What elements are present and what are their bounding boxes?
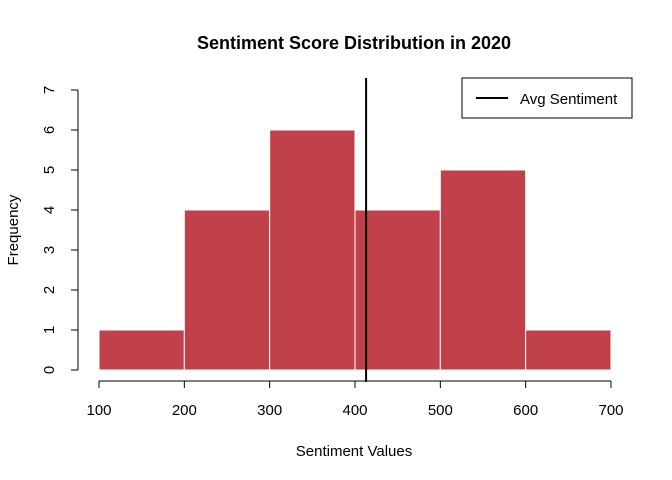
legend: Avg Sentiment	[461, 77, 633, 119]
y-tick-label-0: 0	[41, 366, 58, 374]
y-tick-label-3: 3	[41, 246, 58, 254]
y-tick-label-5: 5	[41, 166, 58, 174]
x-tick-label-4: 500	[428, 402, 453, 419]
y-tick-label-2: 2	[41, 286, 58, 294]
bars-group	[98, 129, 612, 371]
y-tick-label-7: 7	[41, 86, 58, 94]
x-tick-label-3: 400	[342, 402, 367, 419]
x-tick-label-6: 700	[598, 402, 623, 419]
y-axis-label: Frequency	[5, 194, 22, 265]
y-tick-label-6: 6	[41, 126, 58, 134]
histogram-bar-4	[439, 169, 527, 371]
histogram-bar-5	[525, 329, 612, 371]
histogram-bar-0	[98, 329, 185, 371]
y-tick-label-1: 1	[41, 326, 58, 334]
y-axis: 0 1 2 3 4 5 6 7	[41, 86, 79, 374]
histogram-bar-2	[269, 129, 356, 371]
x-tick-label-2: 300	[257, 402, 282, 419]
x-tick-label-0: 100	[86, 402, 111, 419]
chart-title: Sentiment Score Distribution in 2020	[197, 33, 511, 53]
x-tick-label-5: 600	[513, 402, 538, 419]
x-axis: 100 200 300 400 500 600 700	[86, 380, 624, 419]
histogram-bar-1	[183, 209, 271, 371]
histogram-bar-3	[354, 209, 441, 371]
x-tick-label-1: 200	[172, 402, 197, 419]
legend-box	[461, 77, 633, 119]
x-axis-label: Sentiment Values	[296, 443, 412, 460]
y-tick-label-4: 4	[41, 206, 58, 214]
legend-entry-label: Avg Sentiment	[520, 91, 618, 108]
